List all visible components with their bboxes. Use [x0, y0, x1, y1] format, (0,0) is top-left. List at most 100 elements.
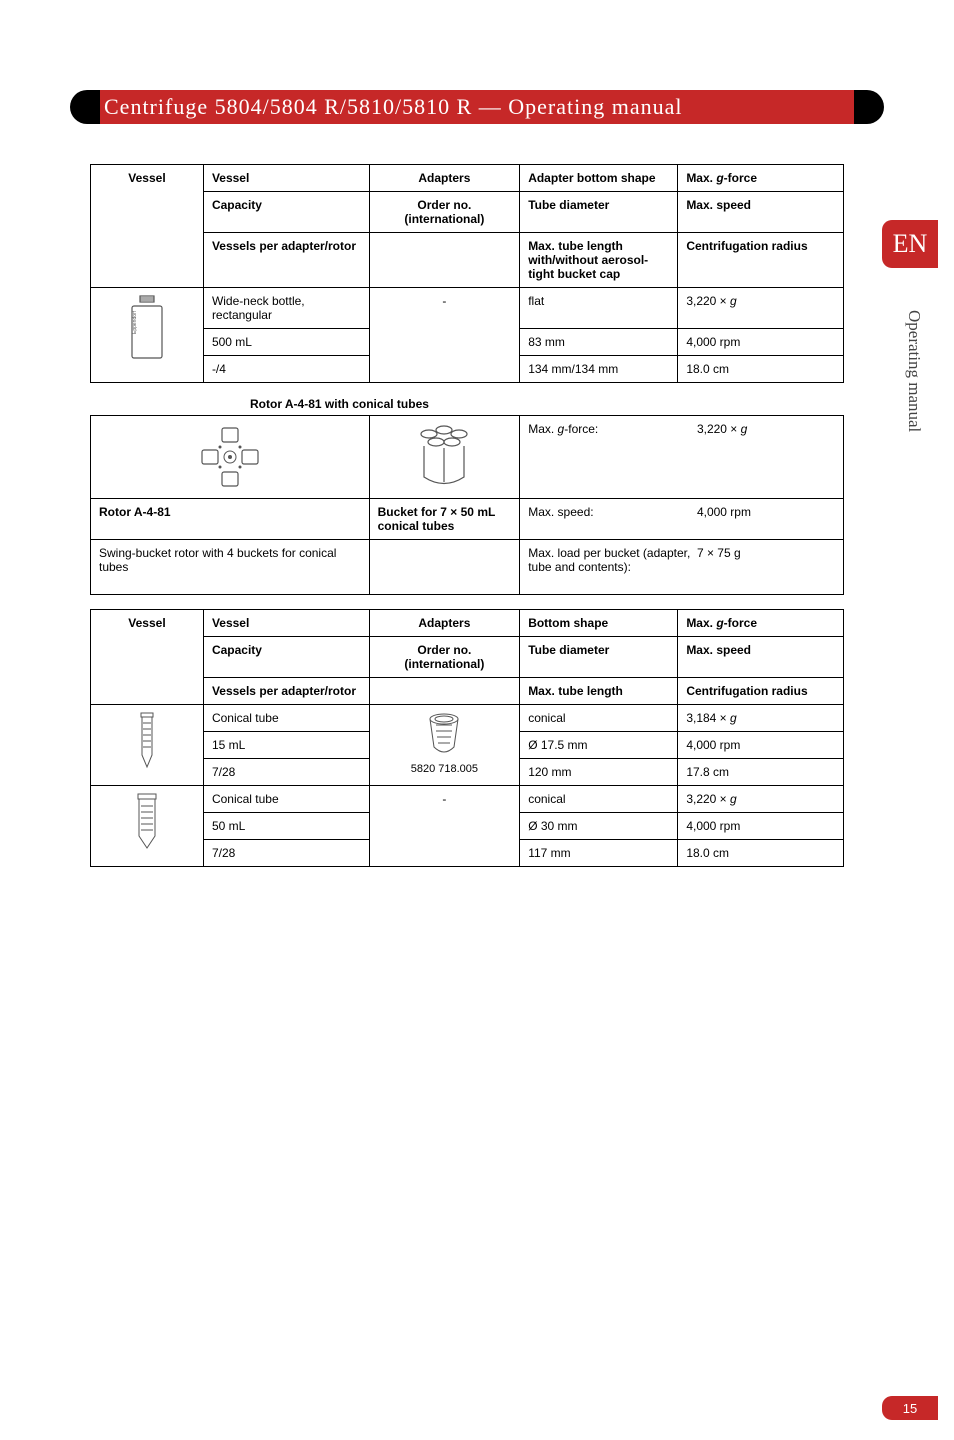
- row-per-adapter: -/4: [203, 356, 369, 383]
- bucket-desc: Bucket for 7 × 50 mL conical tubes: [369, 499, 520, 540]
- row-vessel: Wide-neck bottle, rectangular: [203, 288, 369, 329]
- th3-vessel-img: Vessel: [91, 610, 204, 705]
- gforce-value: 3,220 × g: [697, 422, 835, 436]
- bucket-icon: [414, 422, 474, 492]
- r0-radius: 17.8 cm: [678, 759, 844, 786]
- th-orderno: Order no. (international): [369, 192, 520, 233]
- th3-per: Vessels per adapter/rotor: [203, 678, 369, 705]
- vessel-table-1: Vessel Vessel Adapters Adapter bottom sh…: [90, 164, 844, 383]
- r1-speed: 4,000 rpm: [678, 813, 844, 840]
- header-bar: Centrifuge 5804/5804 R/5810/5810 R — Ope…: [80, 90, 874, 124]
- side-label: Operating manual: [904, 310, 924, 432]
- gforce-prefix: Max.: [686, 171, 716, 185]
- row-radius: 18.0 cm: [678, 356, 844, 383]
- r1-maxlen: 117 mm: [520, 840, 678, 867]
- th-maxlen: Max. tube length with/without aerosol-ti…: [520, 233, 678, 288]
- th-tube-dia: Tube diameter: [520, 192, 678, 233]
- val: 3,220 ×: [686, 792, 730, 806]
- row-maxlen: 134 mm/134 mm: [520, 356, 678, 383]
- gforce-label: Max. g-force:: [528, 422, 697, 436]
- th3-adapters: Adapters: [369, 610, 520, 637]
- th3-gforce: Max. g-force: [678, 610, 844, 637]
- page-number: 15: [882, 1396, 938, 1420]
- val: 3,220 ×: [697, 422, 741, 436]
- r1-adapter: -: [369, 786, 520, 867]
- bucket-icon-cell: [369, 416, 520, 499]
- th-bottom-shape: Adapter bottom shape: [520, 165, 678, 192]
- adapter-icon: [424, 711, 464, 761]
- r0-capacity: 15 mL: [203, 732, 369, 759]
- th3-speed: Max. speed: [678, 637, 844, 678]
- rotor-speed: Max. speed: 4,000 rpm: [520, 499, 844, 540]
- th3-radius: Centrifugation radius: [678, 678, 844, 705]
- th-vessel: Vessel: [203, 165, 369, 192]
- row-bottom: flat: [520, 288, 678, 329]
- load-val: 7 × 75 g: [697, 546, 835, 574]
- bottle-icon: Eppendorf: [122, 294, 172, 364]
- rotor-icon-cell: [91, 416, 370, 499]
- lang-badge: EN: [882, 220, 938, 268]
- gforce-suffix: -force: [724, 171, 757, 185]
- r0-maxlen: 120 mm: [520, 759, 678, 786]
- blank: [369, 540, 520, 595]
- speed-label: Max. speed:: [528, 505, 697, 519]
- r0-bottom: conical: [520, 705, 678, 732]
- content: Vessel Vessel Adapters Adapter bottom sh…: [90, 164, 844, 867]
- rotor-table: Max. g-force: 3,220 × g Rotor A-4-81 Buc…: [90, 415, 844, 595]
- row-capacity: 500 mL: [203, 329, 369, 356]
- th-capacity: Capacity: [203, 192, 369, 233]
- r1-radius: 18.0 cm: [678, 840, 844, 867]
- th-blank: [369, 233, 520, 288]
- rotor-icon: [190, 422, 270, 492]
- r0-per: 7/28: [203, 759, 369, 786]
- r1-vessel: Conical tube: [203, 786, 369, 813]
- r0-vessel: Conical tube: [203, 705, 369, 732]
- r0-adapter: 5820 718.005: [369, 705, 520, 786]
- r0-dia: Ø 17.5 mm: [520, 732, 678, 759]
- r1-bottom: conical: [520, 786, 678, 813]
- row-adapter: -: [369, 288, 520, 383]
- g-italic: g: [730, 792, 737, 806]
- th-vessel-img: Vessel: [91, 165, 204, 288]
- g-italic: g: [741, 422, 748, 436]
- r0-gforce: 3,184 × g: [678, 705, 844, 732]
- pfx: Max.: [686, 616, 716, 630]
- tube50-icon-cell: [91, 786, 204, 867]
- tube15-icon-cell: [91, 705, 204, 786]
- r1-gforce: 3,220 × g: [678, 786, 844, 813]
- r1-dia: Ø 30 mm: [520, 813, 678, 840]
- row-tube-dia: 83 mm: [520, 329, 678, 356]
- th3-capacity: Capacity: [203, 637, 369, 678]
- lbl: Max.: [528, 422, 557, 436]
- th3-bottom: Bottom shape: [520, 610, 678, 637]
- g-italic: g: [716, 171, 723, 185]
- r1-capacity: 50 mL: [203, 813, 369, 840]
- section-title: Rotor A-4-81 with conical tubes: [250, 397, 844, 411]
- g-italic: g: [730, 711, 737, 725]
- speed-val: 4,000 rpm: [697, 505, 835, 519]
- vessel-table-3: Vessel Vessel Adapters Bottom shape Max.…: [90, 609, 844, 867]
- sfx: -force: [724, 616, 757, 630]
- svg-text:Eppendorf: Eppendorf: [132, 310, 138, 334]
- th-radius: Centrifugation radius: [678, 233, 844, 288]
- val: 3,184 ×: [686, 711, 730, 725]
- g-italic: g: [730, 294, 737, 308]
- th-gforce: Max. g-force: [678, 165, 844, 192]
- g-italic: g: [716, 616, 723, 630]
- th3-blank: [369, 678, 520, 705]
- rotor-desc: Swing-bucket rotor with 4 buckets for co…: [91, 540, 370, 595]
- th3-vessel: Vessel: [203, 610, 369, 637]
- r0-speed: 4,000 rpm: [678, 732, 844, 759]
- gforce-val: 3,220 ×: [686, 294, 730, 308]
- row-speed: 4,000 rpm: [678, 329, 844, 356]
- rotor-name: Rotor A-4-81: [91, 499, 370, 540]
- th3-maxlen: Max. tube length: [520, 678, 678, 705]
- th-speed: Max. speed: [678, 192, 844, 233]
- th3-orderno: Order no. (international): [369, 637, 520, 678]
- r1-per: 7/28: [203, 840, 369, 867]
- row-gforce: 3,220 × g: [678, 288, 844, 329]
- r0-orderno: 5820 718.005: [378, 763, 512, 775]
- vessel-icon-cell: Eppendorf: [91, 288, 204, 383]
- th3-tube-dia: Tube diameter: [520, 637, 678, 678]
- header-title: Centrifuge 5804/5804 R/5810/5810 R — Ope…: [104, 94, 683, 120]
